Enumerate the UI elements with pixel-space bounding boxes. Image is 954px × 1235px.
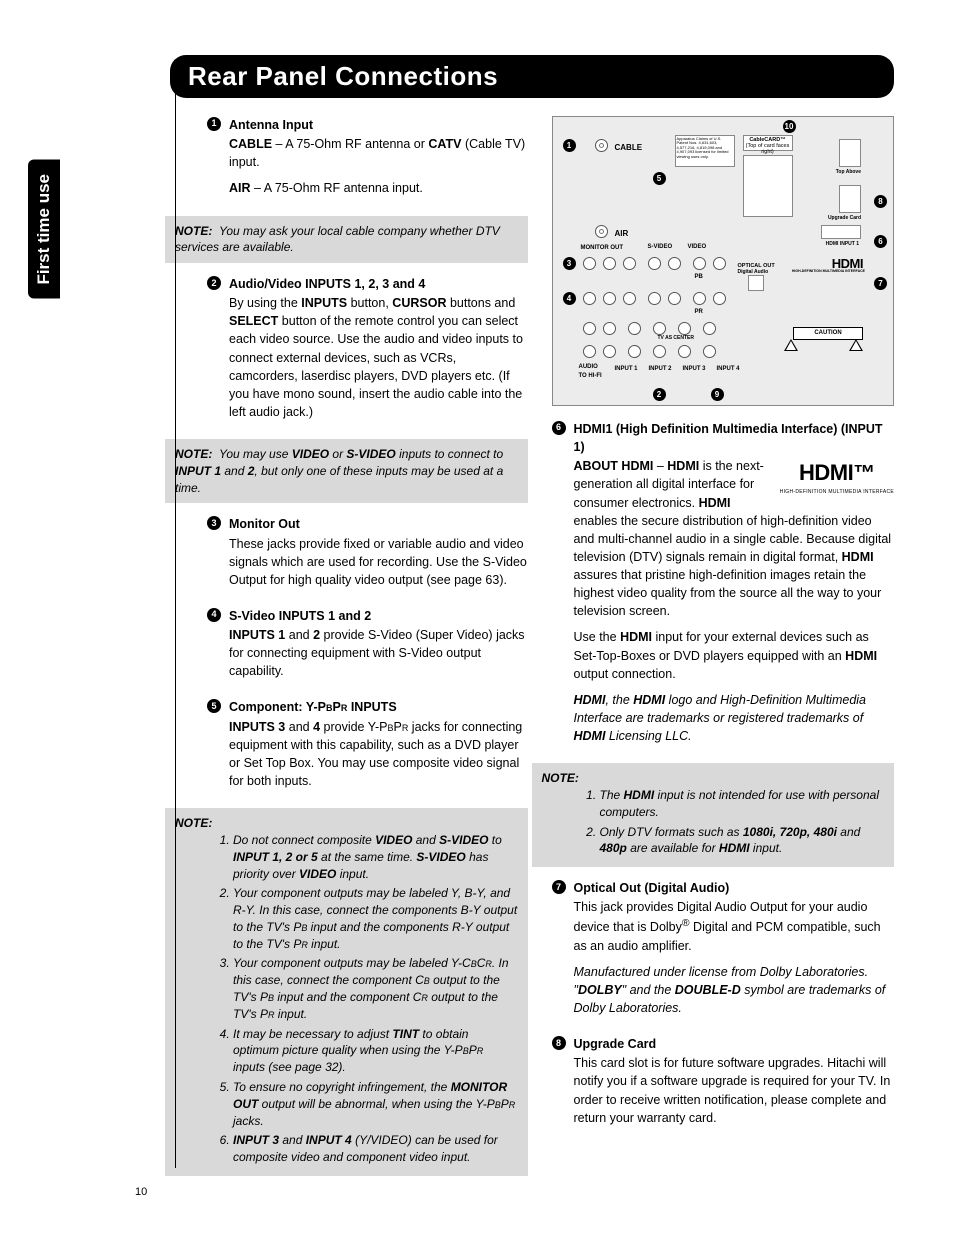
item-5-title: Component: Y-PBPR INPUTS <box>229 698 528 716</box>
item-3: 3 Monitor Out These jacks provide fixed … <box>185 515 528 597</box>
callout-7: 7 <box>552 880 566 894</box>
item-3-title: Monitor Out <box>229 515 528 533</box>
item-8-text: This card slot is for future software up… <box>574 1054 895 1127</box>
note3-li6: INPUT 3 and INPUT 4 (Y/VIDEO) can be use… <box>233 1132 518 1166</box>
page-title: Rear Panel Connections <box>188 61 876 92</box>
item-6-title: HDMI1 (High Definition Multimedia Interf… <box>574 420 895 456</box>
item-1-line1: CABLE – A 75-Ohm RF antenna or CATV (Cab… <box>229 135 528 171</box>
item-1-line2: AIR – A 75-Ohm RF antenna input. <box>229 179 528 197</box>
section-header: Rear Panel Connections <box>170 55 894 98</box>
note3-li3: Your component outputs may be labeled Y-… <box>233 955 518 1022</box>
item-7-p1: This jack provides Digital Audio Output … <box>574 898 895 955</box>
diag-callout-7: 7 <box>874 277 887 290</box>
callout-3: 3 <box>207 516 221 530</box>
item-4: 4 S-Video INPUTS 1 and 2 INPUTS 1 and 2 … <box>185 607 528 689</box>
item-2-text: By using the INPUTS button, CURSOR butto… <box>229 294 528 421</box>
diag-callout-3: 3 <box>563 257 576 270</box>
item-3-text: These jacks provide fixed or variable au… <box>229 535 528 589</box>
diag-callout-9: 9 <box>711 388 724 401</box>
vertical-rule <box>175 70 176 1168</box>
item-6: 6 HDMI1 (High Definition Multimedia Inte… <box>552 420 895 753</box>
item-2-title: Audio/Video INPUTS 1, 2, 3 and 4 <box>229 275 528 293</box>
item-7-p2: Manufactured under license from Dolby La… <box>574 963 895 1017</box>
item-8: 8 Upgrade Card This card slot is for fut… <box>552 1035 895 1135</box>
note3-li5: To ensure no copyright infringement, the… <box>233 1079 518 1129</box>
note4-li1: The HDMI input is not intended for use w… <box>600 787 885 821</box>
item-7-title: Optical Out (Digital Audio) <box>574 879 895 897</box>
hdmi-logo: HDMI™ HIGH-DEFINITION MULTIMEDIA INTERFA… <box>780 457 894 496</box>
note3-li4: It may be necessary to adjust TINT to ob… <box>233 1026 518 1076</box>
diag-callout-4: 4 <box>563 292 576 305</box>
note-3: NOTE: Do not connect composite VIDEO and… <box>165 808 528 1176</box>
rear-panel-diagram: 1 3 4 5 10 8 6 7 2 9 CABLE AIR MONITOR O… <box>552 116 895 406</box>
callout-6: 6 <box>552 421 566 435</box>
side-tab: First time use <box>28 160 60 299</box>
item-1-title: Antenna Input <box>229 116 528 134</box>
page-number: 10 <box>135 1186 147 1198</box>
diag-callout-10: 10 <box>783 120 796 133</box>
note3-li2: Your component outputs may be labeled Y,… <box>233 885 518 952</box>
callout-2: 2 <box>207 276 221 290</box>
diag-callout-8: 8 <box>874 195 887 208</box>
note-4: NOTE: The HDMI input is not intended for… <box>532 763 895 867</box>
callout-5: 5 <box>207 699 221 713</box>
diag-callout-6: 6 <box>874 235 887 248</box>
diag-callout-2: 2 <box>653 388 666 401</box>
note4-li2: Only DTV formats such as 1080i, 720p, 48… <box>600 824 885 858</box>
item-1: 1 Antenna Input CABLE – A 75-Ohm RF ante… <box>185 116 528 206</box>
diag-callout-1: 1 <box>563 139 576 152</box>
item-4-text: INPUTS 1 and 2 provide S-Video (Super Vi… <box>229 626 528 680</box>
note-1: NOTE: You may ask your local cable compa… <box>165 216 528 264</box>
item-5-text: INPUTS 3 and 4 provide Y-PBPR jacks for … <box>229 718 528 791</box>
diag-callout-5: 5 <box>653 172 666 185</box>
item-5: 5 Component: Y-PBPR INPUTS INPUTS 3 and … <box>185 698 528 798</box>
content-columns: 1 Antenna Input CABLE – A 75-Ohm RF ante… <box>185 116 894 1188</box>
callout-1: 1 <box>207 117 221 131</box>
note-2: NOTE: You may use VIDEO or S-VIDEO input… <box>165 439 528 503</box>
item-8-title: Upgrade Card <box>574 1035 895 1053</box>
item-4-title: S-Video INPUTS 1 and 2 <box>229 607 528 625</box>
callout-4: 4 <box>207 608 221 622</box>
item-6-tm: HDMI, the HDMI logo and High-Definition … <box>574 691 895 745</box>
note3-li1: Do not connect composite VIDEO and S-VID… <box>233 832 518 882</box>
item-6-p2: Use the HDMI input for your external dev… <box>574 628 895 682</box>
item-7: 7 Optical Out (Digital Audio) This jack … <box>552 879 895 1025</box>
callout-8: 8 <box>552 1036 566 1050</box>
left-column: 1 Antenna Input CABLE – A 75-Ohm RF ante… <box>185 116 528 1188</box>
item-2: 2 Audio/Video INPUTS 1, 2, 3 and 4 By us… <box>185 275 528 429</box>
right-column: 1 3 4 5 10 8 6 7 2 9 CABLE AIR MONITOR O… <box>552 116 895 1188</box>
